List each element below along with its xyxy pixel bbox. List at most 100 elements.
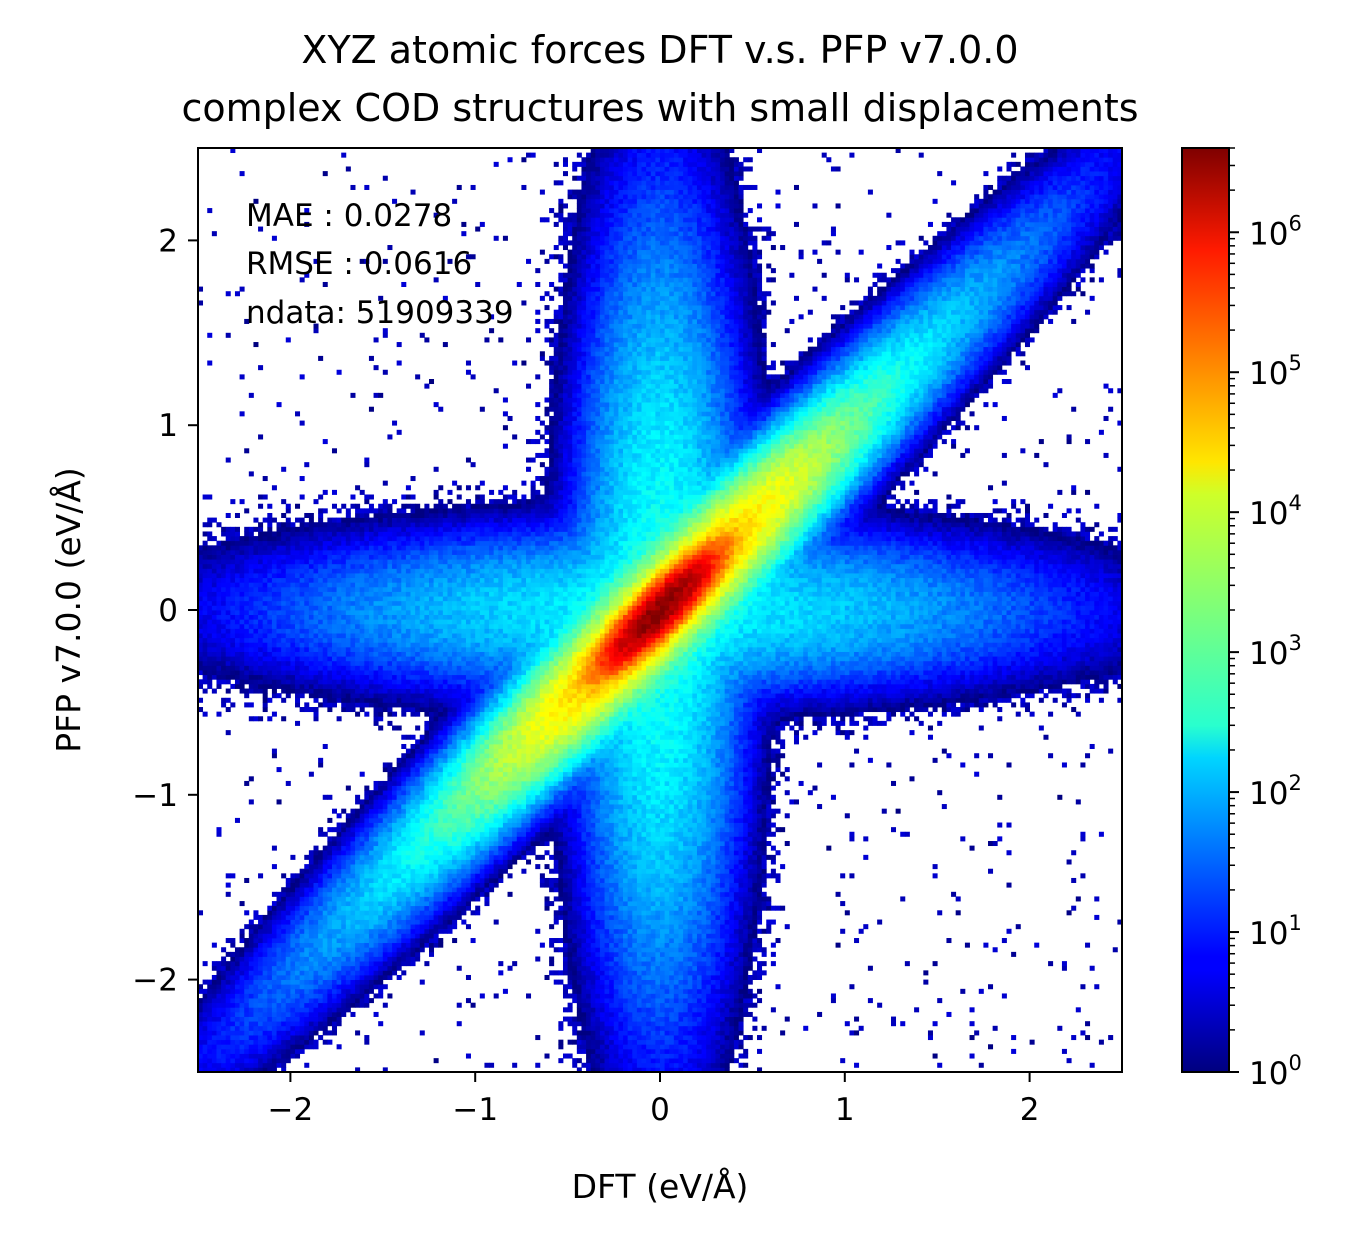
heatmap-cell (383, 508, 388, 513)
heatmap-cell (420, 924, 425, 929)
heatmap-cell (318, 513, 323, 518)
heatmap-cell (355, 836, 360, 841)
heatmap-cell (327, 952, 332, 957)
heatmap-cell (337, 993, 342, 998)
heatmap-cell (258, 975, 263, 980)
heatmap-cell (253, 601, 258, 606)
heatmap-cell (249, 541, 254, 546)
heatmap-cell (295, 633, 300, 638)
heatmap-cell (392, 499, 397, 504)
heatmap-cell (240, 499, 245, 504)
heatmap-cell (272, 892, 277, 897)
heatmap-cell (429, 726, 434, 731)
heatmap-cell (290, 638, 295, 643)
heatmap-cell (327, 970, 332, 975)
heatmap-cell (341, 555, 346, 560)
heatmap-cell (295, 966, 300, 971)
heatmap-cell (226, 970, 231, 975)
heatmap-cell (240, 970, 245, 975)
heatmap-cell (452, 924, 457, 929)
heatmap-cell (290, 970, 295, 975)
heatmap-cell (350, 938, 355, 943)
heatmap-cell (212, 984, 217, 989)
heatmap-cell (452, 855, 457, 860)
heatmap-cell (323, 675, 328, 680)
heatmap-cell (369, 887, 374, 892)
heatmap-cell (447, 864, 452, 869)
heatmap-cell (212, 656, 217, 661)
heatmap-cell (304, 564, 309, 569)
heatmap-cell (295, 550, 300, 555)
heatmap-cell (434, 841, 439, 846)
heatmap-cell (424, 624, 429, 629)
heatmap-cell (392, 873, 397, 878)
heatmap-cell (290, 564, 295, 569)
heatmap-cell (461, 712, 466, 717)
heatmap-cell (240, 615, 245, 620)
heatmap-cell (401, 920, 406, 925)
heatmap-cell (364, 850, 369, 855)
heatmap-cell (235, 1044, 240, 1049)
heatmap-cell (443, 735, 448, 740)
heatmap-cell (438, 675, 443, 680)
heatmap-cell (360, 661, 365, 666)
heatmap-cell (392, 596, 397, 601)
heatmap-cell (387, 656, 392, 661)
heatmap-cell (355, 527, 360, 532)
heatmap-cell (203, 961, 208, 966)
heatmap-cell (415, 656, 420, 661)
heatmap-cell (327, 605, 332, 610)
heatmap-cell (350, 924, 355, 929)
heatmap-cell (332, 670, 337, 675)
heatmap-cell (447, 873, 452, 878)
heatmap-cell (397, 513, 402, 518)
heatmap-cell (378, 675, 383, 680)
heatmap-cell (378, 568, 383, 573)
heatmap-cell (221, 661, 226, 666)
heatmap-cell (369, 555, 374, 560)
heatmap-cell (263, 670, 268, 675)
heatmap-cell (290, 920, 295, 925)
heatmap-cell (387, 504, 392, 509)
heatmap-cell (240, 933, 245, 938)
heatmap-cell (249, 624, 254, 629)
heatmap-cell (452, 818, 457, 823)
heatmap-cell (337, 633, 342, 638)
heatmap-cell (249, 578, 254, 583)
heatmap-cell (318, 906, 323, 911)
heatmap-cell (434, 605, 439, 610)
heatmap-cell (360, 846, 365, 851)
heatmap-cell (429, 693, 434, 698)
heatmap-cell (346, 647, 351, 652)
heatmap-cell (364, 998, 369, 1003)
heatmap-cell (457, 730, 462, 735)
heatmap-cell (337, 887, 342, 892)
heatmap-cell (438, 633, 443, 638)
heatmap-cell (461, 670, 466, 675)
heatmap-cell (263, 495, 268, 500)
heatmap-cell (424, 836, 429, 841)
heatmap-cell (332, 628, 337, 633)
heatmap-cell (374, 943, 379, 948)
heatmap-cell (290, 527, 295, 532)
heatmap-cell (272, 582, 277, 587)
heatmap-cell (300, 531, 305, 536)
heatmap-cell (364, 1003, 369, 1008)
heatmap-cell (447, 693, 452, 698)
heatmap-cell (429, 735, 434, 740)
heatmap-cell (286, 924, 291, 929)
heatmap-cell (374, 689, 379, 694)
heatmap-cell (401, 850, 406, 855)
heatmap-cell (203, 656, 208, 661)
heatmap-cell (392, 966, 397, 971)
heatmap-cell (383, 504, 388, 509)
heatmap-cell (258, 656, 263, 661)
heatmap-cell (263, 993, 268, 998)
heatmap-cell (457, 786, 462, 791)
heatmap-cell (337, 518, 342, 523)
heatmap-cell (466, 679, 471, 684)
heatmap-cell (387, 933, 392, 938)
heatmap-cell (350, 910, 355, 915)
heatmap-cell (314, 975, 319, 980)
heatmap-cell (346, 975, 351, 980)
